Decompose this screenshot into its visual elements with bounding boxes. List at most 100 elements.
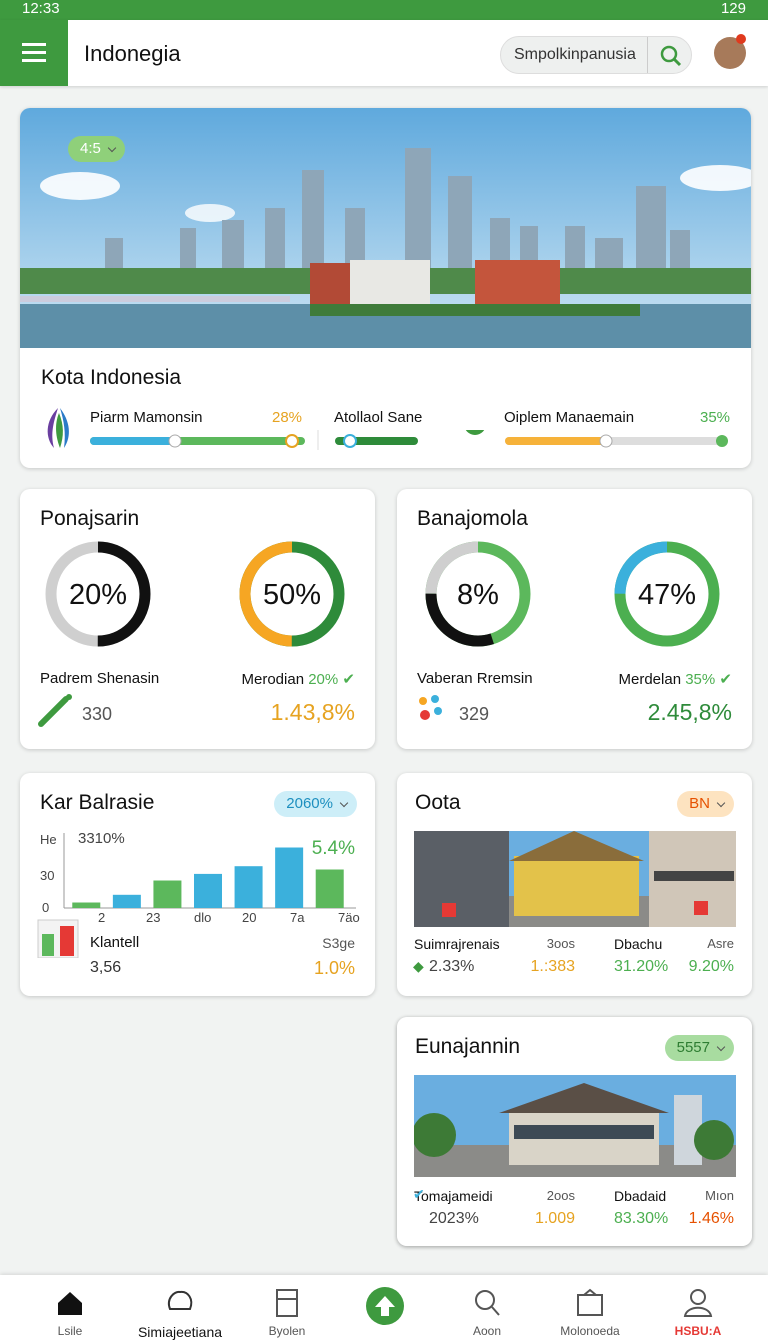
nav-item[interactable]: Simiajeetiana xyxy=(120,1287,240,1341)
stat-value: 2023% xyxy=(429,1210,479,1227)
footer-icon xyxy=(37,919,79,958)
hero-logo xyxy=(47,408,69,448)
badge-text: 5557 xyxy=(676,1039,710,1056)
menu-button[interactable] xyxy=(0,20,68,86)
nav-label: Simiajeetiana xyxy=(137,1324,223,1340)
bottom-nav: Lsile Simiajeetiana Byolen Aoon Molonoeda HSB… xyxy=(0,1275,768,1344)
nav-label: HSBU:A xyxy=(674,1324,722,1338)
hero-badge[interactable]: 4:5 xyxy=(68,136,125,162)
stat-right: Merdelan 35% ✔ xyxy=(619,670,733,688)
stat-change: 20% xyxy=(308,671,339,688)
bar xyxy=(275,847,304,908)
x-label: 20 xyxy=(242,910,257,925)
bar xyxy=(153,880,182,908)
stat-value: 1.:383 xyxy=(530,958,575,975)
nav-item[interactable]: HSBU:A xyxy=(638,1287,758,1341)
item-label: Oiplem Manaemain xyxy=(504,409,635,426)
stat-label: Suimrajrenais xyxy=(414,936,500,952)
stat-value: 2.33% xyxy=(429,958,475,975)
item-label: Piarm Mamonsin xyxy=(90,409,203,426)
stat-value: 31.20% xyxy=(614,958,669,975)
nav-icon xyxy=(168,1290,193,1310)
nav-icon xyxy=(683,1289,713,1317)
nav-label: Byolen xyxy=(268,1324,306,1338)
check-icon: ✔ xyxy=(342,671,355,688)
x-label: 2 xyxy=(98,910,106,925)
stat-value: 9.20% xyxy=(688,958,734,975)
hero-title: Kota Indonesia xyxy=(41,366,182,389)
card-badge[interactable]: BN xyxy=(677,791,734,817)
x-label: 23 xyxy=(146,910,161,925)
nav-label: Aoon xyxy=(472,1324,502,1338)
card-badge[interactable]: 5557 xyxy=(664,1035,734,1061)
ring-label: 50% xyxy=(262,579,322,611)
nav-item[interactable]: Molonoeda xyxy=(530,1287,650,1341)
ring-label: 47% xyxy=(637,579,697,611)
progress-bars xyxy=(90,430,728,450)
footer-value: 3,56 xyxy=(90,959,122,976)
bar xyxy=(234,866,263,908)
nav-icon xyxy=(577,1288,603,1316)
image-card: Oota BN Suimrajrenais 3oos Dbachu Asre 2.33… xyxy=(397,773,752,996)
stat-value: 330 xyxy=(82,704,113,724)
nav-item[interactable]: Byolen xyxy=(227,1287,347,1341)
card-title: Kar Balrasie xyxy=(40,791,155,814)
stat-label: Merdelan xyxy=(618,671,682,688)
stat-value: 83.30% xyxy=(614,1210,669,1227)
stat-value: 2.45,8% xyxy=(647,699,732,725)
item-value: 35% xyxy=(700,409,731,426)
header: Indonegia Smpolkinpanusia xyxy=(0,20,768,86)
stat-value: 1.43,8% xyxy=(270,699,355,725)
stat-icon xyxy=(419,695,442,720)
badge-text: 2060% xyxy=(286,795,333,812)
status-time: 12:33 xyxy=(22,0,60,17)
ring-label: 20% xyxy=(68,579,128,611)
item-label: Atollaol Sane xyxy=(334,409,423,426)
search-box[interactable]: Smpolkinpanusia xyxy=(500,36,692,74)
nav-icon xyxy=(58,1292,82,1315)
stat-label: Padrem Shenasin xyxy=(40,670,160,687)
stat-value: 1.009 xyxy=(534,1210,575,1227)
image-card: Eunajannin 5557 Tomajameidi 2oos Dbadaid Mı… xyxy=(397,1017,752,1246)
stat-icon: ✔ xyxy=(413,1186,425,1202)
stat-icon: ◆ xyxy=(413,958,424,974)
stat-label: Dbadaid xyxy=(614,1188,667,1204)
hero-card: 4:5 Kota Indonesia Piarm Mamonsin 28% At… xyxy=(20,108,751,468)
nav-item[interactable]: Lsile xyxy=(10,1287,130,1341)
badge-text: BN xyxy=(689,795,710,812)
card-title: Eunajannin xyxy=(415,1035,521,1058)
stat-icon xyxy=(38,694,72,727)
footer-label: S3ge xyxy=(322,935,355,951)
stat-right: Merodian 20% ✔ xyxy=(242,670,356,688)
donut-card: Ponajsarin 20% 50% Padrem Shenasin 330 M… xyxy=(20,489,375,749)
stat-label: Dbachu xyxy=(614,936,663,952)
stat-label: 2oos xyxy=(546,1188,575,1203)
chart-note: 3310% xyxy=(78,830,125,847)
nav-item[interactable]: Aoon xyxy=(427,1287,547,1341)
chart-card: Kar Balrasie 2060% He 30 0 3310% 5.4% 2 2… xyxy=(20,773,375,996)
stat-change: 35% xyxy=(685,671,716,688)
donut-card: Banajomola 8% 47% Vaberan Rremsin 329 Me… xyxy=(397,489,752,749)
footer-value: 1.0% xyxy=(313,958,355,978)
nav-upload[interactable] xyxy=(366,1287,404,1325)
search-icon xyxy=(660,45,682,67)
x-label: 7äo xyxy=(338,910,360,925)
header-title: Indonegia xyxy=(84,41,181,66)
stat-label: 3oos xyxy=(546,936,575,951)
ring-label: 8% xyxy=(457,579,499,611)
bar-chart xyxy=(63,833,356,909)
donut-rings xyxy=(45,541,345,647)
card-badge[interactable]: 2060% xyxy=(274,791,357,817)
hero-badge-text: 4:5 xyxy=(80,140,101,157)
bar xyxy=(72,902,101,908)
stat-label: Vaberan Rremsin xyxy=(417,670,533,687)
card-image xyxy=(414,1075,736,1177)
status-battery: 129 xyxy=(720,0,746,17)
stat-label: Asre xyxy=(707,936,734,951)
axis-label: He xyxy=(40,832,57,847)
avatar[interactable] xyxy=(714,34,746,69)
x-label: 7a xyxy=(290,910,305,925)
search-placeholder: Smpolkinpanusia xyxy=(514,46,636,63)
bar xyxy=(315,869,344,908)
